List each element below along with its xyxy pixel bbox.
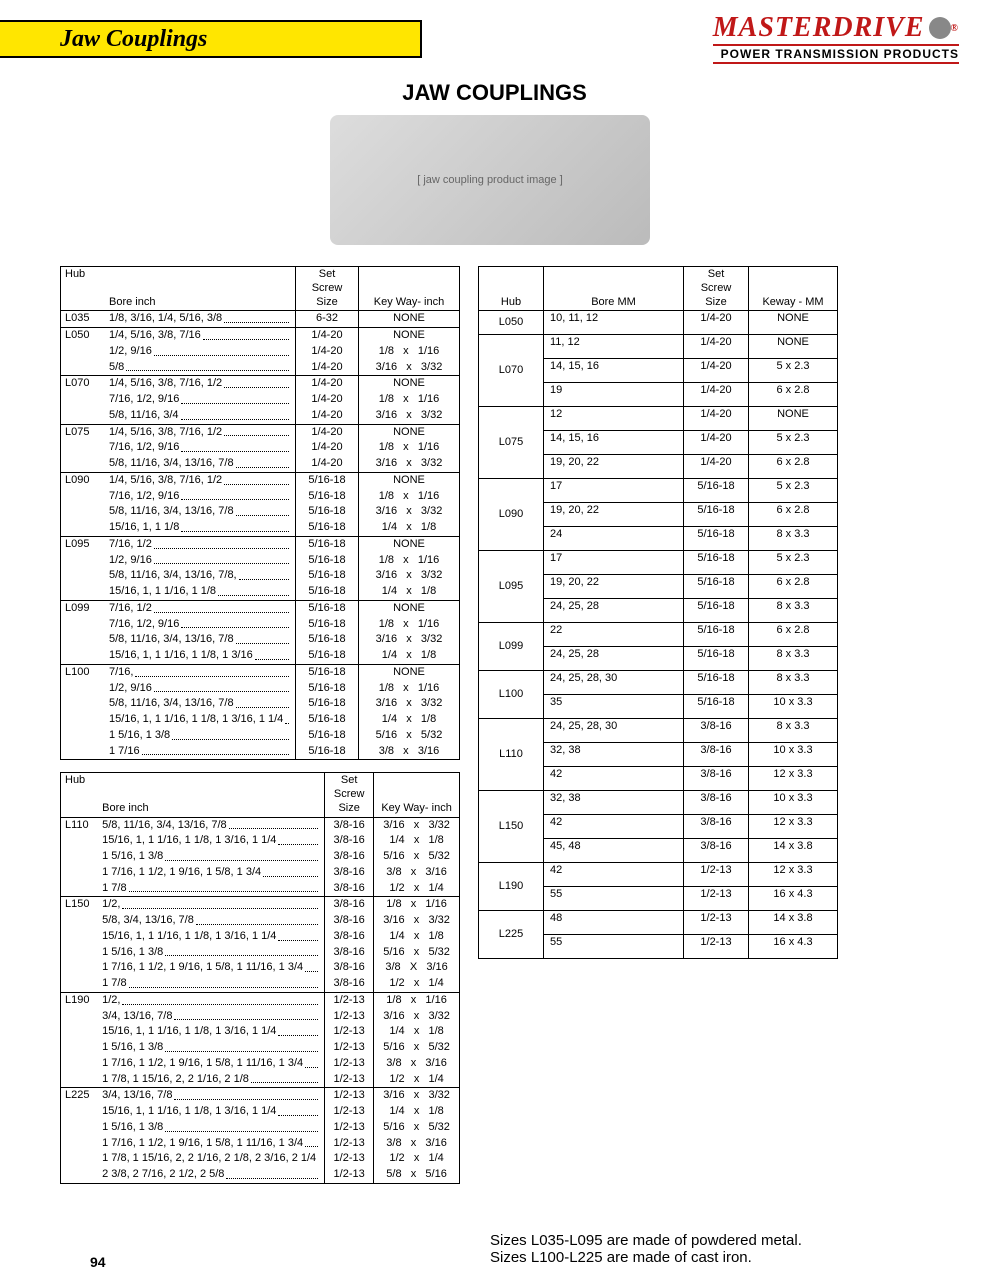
table-mm: HubBore MMSet Screw SizeKeway - MML05010… [478,266,838,959]
reg-mark: ® [951,23,959,34]
footnote-2: Sizes L100-L225 are made of cast iron. [490,1249,802,1266]
table-inch-1: HubBore inchSet Screw SizeKey Way- inchL… [60,266,460,760]
page-number: 94 [90,1254,106,1270]
footnotes: Sizes L035-L095 are made of powdered met… [490,1232,802,1266]
page: Jaw Couplings MASTERDRIVE ® POWER TRANSMI… [0,0,989,1280]
tables: HubBore inchSet Screw SizeKey Way- inchL… [60,266,929,1184]
table-inch-2: HubBore inchSet Screw SizeKey Way- inchL… [60,772,460,1184]
footnote-1: Sizes L035-L095 are made of powdered met… [490,1232,802,1249]
brand-name: MASTERDRIVE [713,12,925,44]
gear-icon [929,17,951,39]
main-title: JAW COUPLINGS [0,80,989,106]
product-image: [ jaw coupling product image ] [330,115,650,245]
brand-tag: POWER TRANSMISSION PRODUCTS [713,44,959,64]
tab-title: Jaw Couplings [0,20,422,58]
brand: MASTERDRIVE ® POWER TRANSMISSION PRODUCTS [713,12,959,64]
